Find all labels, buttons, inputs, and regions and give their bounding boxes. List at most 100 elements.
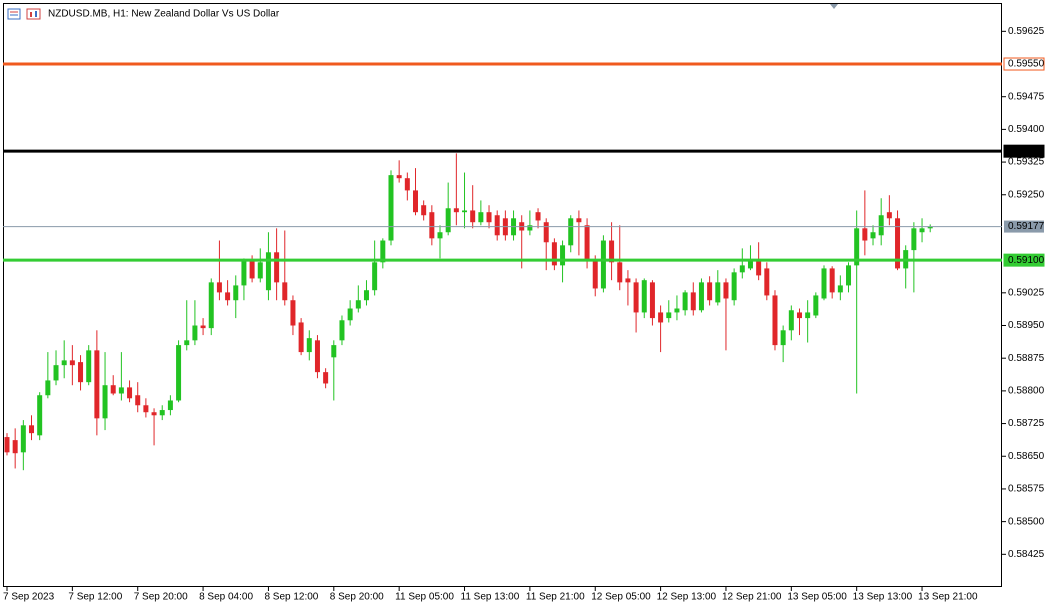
candle-body	[494, 215, 500, 236]
candle-body	[404, 178, 410, 191]
x-tick-label: 8 Sep 20:00	[330, 592, 384, 603]
x-tick-label: 13 Sep 21:00	[918, 592, 978, 603]
candle-body	[12, 440, 18, 454]
level-box	[1003, 57, 1045, 71]
candle-body	[118, 387, 124, 394]
candle-body	[600, 240, 606, 289]
y-tick-label: 0.58500	[1008, 516, 1045, 527]
y-tick-label: 0.58950	[1008, 320, 1045, 331]
x-tick-label: 12 Sep 13:00	[657, 592, 717, 603]
candle-body	[453, 208, 459, 213]
candle-body	[306, 338, 312, 353]
candle-body	[208, 282, 214, 329]
x-tick-label: 11 Sep 21:00	[526, 592, 585, 603]
y-tick-label: 0.58425	[1008, 549, 1045, 560]
candle-body	[609, 240, 615, 263]
candle-body	[127, 387, 133, 399]
y-tick-label: 0.59250	[1008, 189, 1045, 200]
candle-body	[29, 425, 35, 434]
candle-body	[167, 400, 173, 411]
candle-body	[135, 395, 141, 406]
candle-body	[649, 282, 655, 319]
candle-body	[470, 210, 476, 223]
candle-body	[45, 380, 51, 396]
candle-body	[911, 228, 917, 251]
x-tick-label: 8 Sep 12:00	[264, 592, 318, 603]
level-box	[1003, 253, 1045, 267]
x-tick-label: 12 Sep 21:00	[722, 592, 782, 603]
candle-body	[666, 312, 672, 319]
candle-body	[421, 205, 427, 216]
candle-body	[216, 282, 222, 293]
candle-body	[919, 228, 925, 233]
plot-frame	[3, 3, 1002, 587]
candle-body	[298, 322, 304, 353]
candle-body	[764, 268, 770, 296]
candle-body	[780, 330, 786, 346]
candle-body	[61, 360, 67, 366]
candle-body	[870, 232, 876, 239]
candle-body	[69, 360, 75, 366]
candle-body	[739, 265, 745, 273]
candle-body	[363, 290, 369, 301]
y-tick-label: 0.58725	[1008, 418, 1045, 429]
scroll-marker	[830, 4, 838, 9]
candle-body	[707, 282, 713, 301]
candle-body	[878, 215, 884, 236]
candle-body	[715, 282, 721, 303]
candle-body	[829, 268, 835, 293]
current-price-label: 0.59177	[1008, 221, 1045, 232]
x-tick-label: 8 Sep 04:00	[199, 592, 253, 603]
candle-body	[323, 372, 329, 384]
candle-body	[265, 252, 271, 291]
candle-body	[86, 350, 92, 383]
icon-chart-bar	[35, 11, 37, 17]
candle-body	[837, 285, 843, 293]
candle-body	[380, 240, 386, 263]
candle-body	[282, 282, 288, 301]
candle-body	[396, 175, 402, 179]
x-tick-label: 11 Sep 05:00	[395, 592, 454, 603]
y-tick-label: 0.59625	[1008, 26, 1045, 37]
candle-body	[184, 340, 190, 346]
candle-body	[478, 212, 484, 223]
x-tick-label: 13 Sep 05:00	[787, 592, 847, 603]
y-tick-label: 0.58575	[1008, 484, 1045, 495]
candle-body	[233, 285, 239, 301]
y-tick-label: 0.58650	[1008, 451, 1045, 462]
candle-body	[747, 260, 753, 269]
candle-body	[690, 292, 696, 311]
candle-body	[633, 282, 639, 313]
candle-body	[895, 218, 901, 269]
candle-body	[176, 345, 182, 401]
chart-title: NZDUSD.MB, H1: New Zealand Dollar Vs US …	[48, 9, 280, 20]
candle-body	[617, 262, 623, 283]
candle-body	[846, 265, 852, 286]
candle-body	[658, 312, 664, 323]
candle-body	[854, 228, 860, 266]
candle-body	[388, 175, 394, 241]
candle-body	[257, 262, 263, 279]
candle-body	[192, 325, 198, 341]
candle-body	[225, 292, 231, 301]
candle-body	[551, 242, 557, 266]
level-label: 0.59350	[1008, 146, 1045, 157]
candle-body	[886, 212, 892, 219]
candle-body	[110, 385, 116, 394]
y-tick-label: 0.59325	[1008, 157, 1045, 168]
candle-body	[143, 405, 149, 413]
x-tick-label: 7 Sep 2023	[3, 592, 55, 603]
candle-body	[805, 312, 811, 319]
level-label: 0.59550	[1008, 59, 1045, 70]
candle-body	[576, 218, 582, 223]
candle-body	[94, 350, 100, 419]
candle-body	[20, 425, 26, 453]
candle-body	[78, 362, 84, 383]
icon-list	[7, 8, 21, 20]
candle-body	[290, 300, 296, 326]
candle-body	[788, 310, 794, 331]
x-tick-label: 11 Sep 13:00	[461, 592, 520, 603]
